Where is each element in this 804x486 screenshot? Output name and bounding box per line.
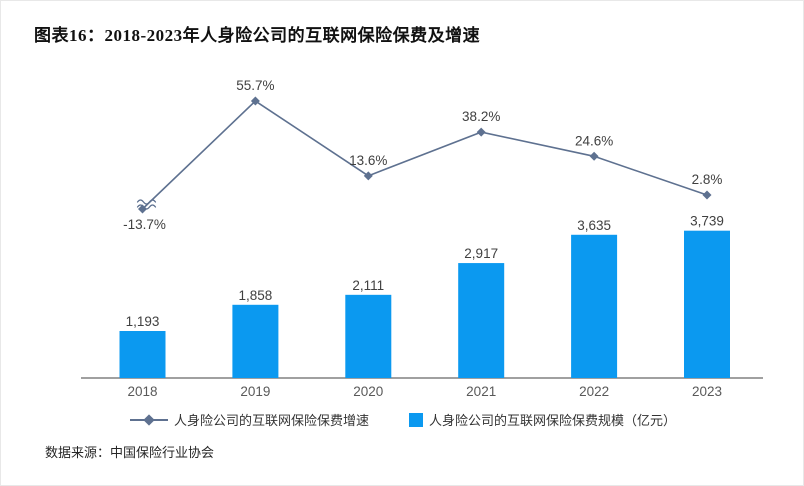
figure-title: 图表16：2018-2023年人身险公司的互联网保险保费及增速 bbox=[34, 26, 481, 45]
growth-value-label-2018: -13.7% bbox=[123, 217, 166, 232]
x-axis-label-2022: 2022 bbox=[579, 384, 609, 399]
bar-2018 bbox=[119, 330, 166, 378]
axis-break-squiggle-bottom bbox=[136, 204, 157, 210]
growth-value-label-2019: 55.7% bbox=[236, 78, 274, 93]
bar-2023 bbox=[684, 230, 730, 378]
growth-value-label-2021: 38.2% bbox=[462, 109, 500, 124]
axis-break-squiggle-top bbox=[136, 199, 157, 205]
growth-value-label-2022: 24.6% bbox=[575, 133, 613, 148]
data-source-note: 数据来源：中国保险行业协会 bbox=[45, 445, 215, 460]
growth-value-label-2020: 13.6% bbox=[349, 153, 387, 168]
growth-point-2018 bbox=[138, 204, 147, 214]
growth-point-2021 bbox=[476, 127, 486, 137]
legend-item-scale: 人身险公司的互联网保险保费规模（亿元） bbox=[409, 410, 676, 429]
x-axis-label-2023: 2023 bbox=[692, 384, 722, 399]
bar-value-label-2018: 1,193 bbox=[126, 314, 160, 329]
diamond-marker-icon bbox=[143, 413, 155, 426]
growth-point-2020 bbox=[363, 171, 373, 181]
legend-item-growth: 人身险公司的互联网保险保费增速 bbox=[129, 410, 369, 429]
growth-point-2023 bbox=[702, 190, 712, 200]
x-axis-label-2020: 2020 bbox=[353, 384, 383, 399]
legend-label-scale: 人身险公司的互联网保险保费规模（亿元） bbox=[429, 413, 677, 428]
bar-series-swatch-icon bbox=[409, 412, 423, 427]
bar-2020 bbox=[345, 294, 392, 378]
x-axis-label-2021: 2021 bbox=[466, 384, 496, 399]
bar-value-label-2020: 2,111 bbox=[352, 278, 384, 293]
chart-legend: 人身险公司的互联网保险保费增速 人身险公司的互联网保险保费规模（亿元） bbox=[1, 410, 803, 429]
bar-value-label-2021: 2,917 bbox=[464, 246, 498, 261]
bar-value-label-2019: 1,858 bbox=[239, 288, 273, 303]
growth-value-label-2023: 2.8% bbox=[692, 172, 723, 187]
x-axis-label-2018: 2018 bbox=[127, 384, 157, 399]
bar-value-label-2023: 3,739 bbox=[690, 214, 724, 229]
bar-2022 bbox=[571, 234, 618, 378]
legend-label-growth: 人身险公司的互联网保险保费增速 bbox=[173, 413, 369, 428]
line-series-marker-icon bbox=[129, 413, 168, 426]
bar-value-label-2022: 3,635 bbox=[577, 218, 611, 233]
x-axis-label-2019: 2019 bbox=[240, 384, 270, 399]
growth-point-2022 bbox=[589, 151, 599, 161]
growth-point-2019 bbox=[250, 96, 260, 106]
bar-2021 bbox=[458, 263, 505, 378]
growth-line bbox=[141, 100, 708, 210]
bar-2019 bbox=[232, 304, 279, 378]
